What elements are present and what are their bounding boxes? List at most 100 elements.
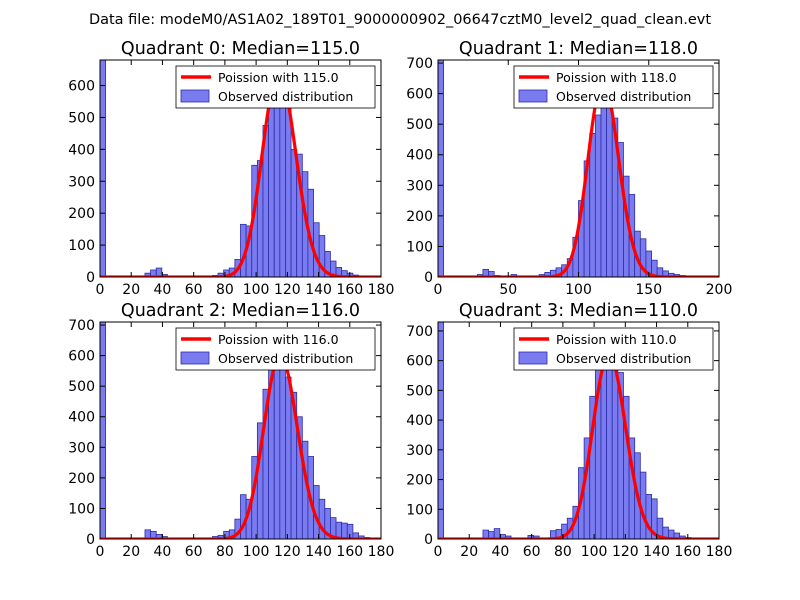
x-tick-label: 150 bbox=[635, 282, 662, 298]
x-tick-label: 0 bbox=[96, 544, 105, 560]
x-tick-label: 100 bbox=[565, 282, 592, 298]
x-tick-label: 20 bbox=[460, 544, 478, 560]
legend: Poission with 110.0 Observed distribution bbox=[513, 327, 714, 371]
legend-label-poisson: Poission with 118.0 bbox=[556, 70, 677, 85]
legend-label-observed: Observed distribution bbox=[218, 351, 353, 366]
histogram-bar bbox=[600, 80, 607, 277]
histogram-bar bbox=[438, 322, 445, 539]
y-tick-label: 400 bbox=[68, 410, 95, 426]
y-tick-label: 0 bbox=[424, 270, 433, 286]
x-tick-label: 160 bbox=[336, 544, 363, 560]
legend-label-observed: Observed distribution bbox=[556, 89, 691, 104]
x-tick-label: 120 bbox=[274, 544, 301, 560]
x-tick-label: 60 bbox=[185, 282, 203, 298]
axes-frame bbox=[437, 59, 720, 278]
histogram-bar bbox=[268, 93, 275, 277]
histogram-bar bbox=[600, 354, 607, 539]
x-tick-label: 0 bbox=[434, 544, 443, 560]
histogram-bar bbox=[273, 91, 281, 277]
y-tick-label: 300 bbox=[406, 443, 433, 459]
x-tick-label: 20 bbox=[122, 282, 140, 298]
x-tick-label: 180 bbox=[368, 282, 395, 298]
histogram-bar bbox=[488, 271, 495, 277]
histogram-bar bbox=[100, 322, 107, 539]
y-tick-label: 600 bbox=[68, 79, 95, 95]
legend-bar-swatch bbox=[518, 351, 548, 365]
poisson-curve-line bbox=[100, 354, 381, 539]
y-tick-label: 100 bbox=[406, 239, 433, 255]
legend-bar-swatch bbox=[518, 89, 548, 103]
legend-bar-swatch bbox=[180, 89, 210, 103]
quadrant-1-panel: 0 50 100 150 200 0 100 200 300 400 500 600 700 Quadra… bbox=[406, 39, 732, 298]
legend: Poission with 115.0 Observed distribution bbox=[175, 65, 376, 109]
y-tick-label: 200 bbox=[406, 209, 433, 225]
x-tick-label: 40 bbox=[154, 282, 172, 298]
histogram-bar bbox=[438, 60, 445, 277]
x-tick-label: 140 bbox=[643, 544, 670, 560]
x-tick-label: 50 bbox=[499, 282, 517, 298]
quadrant-2-panel: 0 20 40 60 80 100 120 140 160 1800100200300400500… bbox=[68, 301, 394, 560]
y-tick-label: 500 bbox=[406, 117, 433, 133]
x-tick-label: 80 bbox=[216, 282, 234, 298]
x-tick-label: 40 bbox=[492, 544, 510, 560]
histogram-bar bbox=[589, 132, 596, 277]
x-tick-label: 200 bbox=[706, 282, 733, 298]
legend: Poission with 118.0 Observed distribution bbox=[513, 65, 714, 109]
x-tick-label: 160 bbox=[336, 282, 363, 298]
x-tick-label: 180 bbox=[706, 544, 733, 560]
x-tick-label: 80 bbox=[216, 544, 234, 560]
x-tick-label: 140 bbox=[305, 544, 332, 560]
y-tick-label: 400 bbox=[68, 142, 95, 158]
y-tick-label: 700 bbox=[68, 318, 95, 334]
y-tick-label: 200 bbox=[68, 471, 95, 487]
panel-title: Quadrant 3: Median=110.0 bbox=[459, 301, 698, 321]
axes-frame bbox=[437, 321, 720, 540]
legend-label-observed: Observed distribution bbox=[556, 351, 691, 366]
x-tick-label: 100 bbox=[243, 282, 270, 298]
y-tick-label: 500 bbox=[406, 383, 433, 399]
y-tick-label: 300 bbox=[68, 440, 95, 456]
panel-title: Quadrant 2: Median=116.0 bbox=[121, 301, 360, 321]
poisson-curve-line bbox=[100, 71, 381, 277]
histogram-bar bbox=[100, 60, 107, 277]
y-tick-label: 500 bbox=[68, 379, 95, 395]
panel-title: Quadrant 1: Median=118.0 bbox=[459, 39, 698, 59]
figure-suptitle: Data file: modeM0/AS1A02_189T01_90000009… bbox=[89, 12, 711, 28]
histogram-bar bbox=[611, 363, 619, 539]
y-tick-label: 200 bbox=[68, 206, 95, 222]
x-tick-label: 100 bbox=[581, 544, 608, 560]
legend-label-poisson: Poission with 115.0 bbox=[218, 70, 339, 85]
quadrant-0-panel: 0 20 40 60 80 100 120 140 160 1800100200300400500… bbox=[68, 39, 394, 298]
legend-bar-swatch bbox=[180, 351, 210, 365]
histogram-bar bbox=[273, 365, 281, 539]
y-tick-label: 700 bbox=[406, 56, 433, 72]
x-tick-label: 160 bbox=[674, 544, 701, 560]
y-tick-label: 600 bbox=[68, 349, 95, 365]
y-tick-label: 400 bbox=[406, 148, 433, 164]
y-tick-label: 600 bbox=[406, 354, 433, 370]
y-tick-label: 300 bbox=[406, 178, 433, 194]
y-tick-label: 0 bbox=[86, 270, 95, 286]
x-tick-label: 120 bbox=[274, 282, 301, 298]
quadrant-3-panel: 0 20 40 60 80 100 120 140 160 1800100200300400500… bbox=[406, 301, 732, 560]
legend-label-poisson: Poission with 116.0 bbox=[218, 332, 339, 347]
histogram-bar bbox=[594, 114, 602, 277]
histogram-bar bbox=[606, 357, 613, 539]
x-tick-label: 20 bbox=[122, 544, 140, 560]
data-layer bbox=[100, 60, 381, 277]
panel-title: Quadrant 0: Median=115.0 bbox=[121, 39, 360, 59]
y-tick-label: 700 bbox=[406, 324, 433, 340]
legend-label-observed: Observed distribution bbox=[218, 89, 353, 104]
axes-frame bbox=[99, 59, 382, 278]
x-tick-label: 140 bbox=[305, 282, 332, 298]
x-tick-label: 100 bbox=[243, 544, 270, 560]
y-tick-label: 200 bbox=[406, 473, 433, 489]
x-tick-label: 120 bbox=[612, 544, 639, 560]
x-tick-label: 0 bbox=[96, 282, 105, 298]
x-tick-label: 60 bbox=[523, 544, 541, 560]
y-tick-label: 100 bbox=[68, 238, 95, 254]
y-tick-label: 400 bbox=[406, 413, 433, 429]
y-tick-label: 500 bbox=[68, 110, 95, 126]
y-tick-label: 600 bbox=[406, 87, 433, 103]
